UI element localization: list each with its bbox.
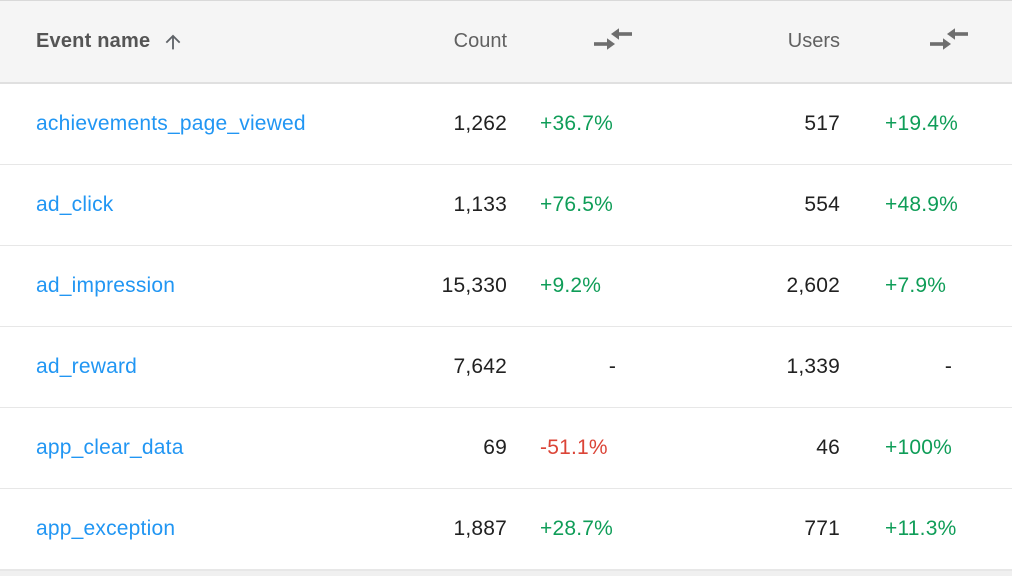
users-change-value: +48.9% xyxy=(885,193,959,216)
column-header-event-name[interactable]: Event name xyxy=(0,30,347,53)
table-bottom-edge xyxy=(0,570,1012,576)
compare-arrows-icon xyxy=(593,27,633,56)
event-name-link[interactable]: app_exception xyxy=(36,517,176,540)
count-value: 69 xyxy=(483,436,507,459)
table-header-row: Event name Count Users xyxy=(0,0,1012,84)
users-change-value: +7.9% xyxy=(885,274,947,297)
table-body: achievements_page_viewed 1,262 +36.7% 51… xyxy=(0,84,1012,570)
users-value: 517 xyxy=(804,112,840,135)
event-name-header-label: Event name xyxy=(36,30,151,52)
users-value: 1,339 xyxy=(786,355,840,378)
users-value: 771 xyxy=(804,517,840,540)
column-header-users[interactable]: Users xyxy=(685,30,840,53)
users-change-value: +11.3% xyxy=(885,517,957,540)
count-change-value: +76.5% xyxy=(540,193,614,216)
count-change-value: +9.2% xyxy=(540,274,602,297)
table-row: app_exception 1,887 +28.7% 771 +11.3% xyxy=(0,489,1012,570)
count-value: 15,330 xyxy=(441,274,507,297)
event-name-link[interactable]: ad_impression xyxy=(36,274,176,297)
users-value: 46 xyxy=(816,436,840,459)
table-row: achievements_page_viewed 1,262 +36.7% 51… xyxy=(0,84,1012,165)
event-name-link[interactable]: ad_click xyxy=(36,193,114,216)
count-change-value: -51.1% xyxy=(540,436,608,459)
count-change-value: - xyxy=(608,355,617,378)
column-header-users-change xyxy=(840,27,1012,56)
count-value: 7,642 xyxy=(453,355,507,378)
count-header-label: Count xyxy=(453,30,507,52)
count-change-value: +28.7% xyxy=(540,517,614,540)
count-value: 1,133 xyxy=(453,193,507,216)
users-change-value: +19.4% xyxy=(885,112,959,135)
users-change-value: +100% xyxy=(885,436,952,459)
event-name-link[interactable]: achievements_page_viewed xyxy=(36,112,306,135)
table-row: ad_reward 7,642 - 1,339 - xyxy=(0,327,1012,408)
compare-arrows-icon xyxy=(929,27,969,56)
count-value: 1,887 xyxy=(453,517,507,540)
arrow-upward-icon xyxy=(162,31,184,53)
table-row: app_clear_data 69 -51.1% 46 +100% xyxy=(0,408,1012,489)
count-value: 1,262 xyxy=(453,112,507,135)
count-change-value: +36.7% xyxy=(540,112,614,135)
users-value: 2,602 xyxy=(786,274,840,297)
table-row: ad_click 1,133 +76.5% 554 +48.9% xyxy=(0,165,1012,246)
users-value: 554 xyxy=(804,193,840,216)
event-name-link[interactable]: ad_reward xyxy=(36,355,138,378)
users-header-label: Users xyxy=(787,30,840,52)
column-header-count-change xyxy=(507,27,685,56)
event-name-link[interactable]: app_clear_data xyxy=(36,436,184,459)
users-change-value: - xyxy=(944,355,953,378)
column-header-count[interactable]: Count xyxy=(347,30,507,53)
table-row: ad_impression 15,330 +9.2% 2,602 +7.9% xyxy=(0,246,1012,327)
